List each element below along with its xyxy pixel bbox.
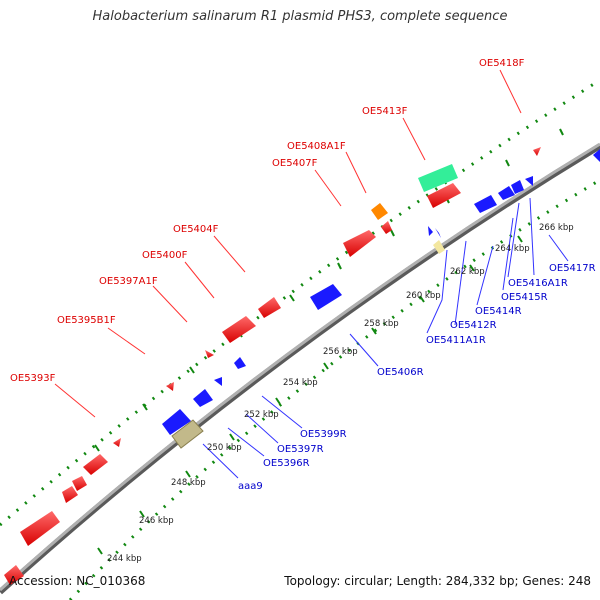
tick-label: 258 kbp <box>364 319 399 329</box>
feature-fwd[interactable] <box>166 382 174 391</box>
feature-rev[interactable] <box>511 180 524 194</box>
label-oe5416a1r[interactable]: OE5416A1R <box>508 278 568 289</box>
feature-fwd[interactable] <box>222 316 256 343</box>
map-title: Halobacterium salinarum R1 plasmid PHS3,… <box>92 9 508 24</box>
feature-rev-yellow[interactable] <box>433 240 445 254</box>
tick-label: 260 kbp <box>406 291 441 301</box>
feature-rev[interactable] <box>162 409 191 435</box>
label-oe5406r[interactable]: OE5406R <box>377 367 424 378</box>
label-oe5408a1f[interactable]: OE5408A1F <box>287 141 346 152</box>
label-oe5418f[interactable]: OE5418F <box>479 58 525 69</box>
tick-label: 256 kbp <box>323 347 358 357</box>
label-oe5396r[interactable]: OE5396R <box>263 458 310 469</box>
label-oe5393f[interactable]: OE5393F <box>10 373 56 384</box>
backbone <box>0 142 600 592</box>
accession-text: Accession: NC_010368 <box>9 574 146 588</box>
feature-fwd[interactable] <box>83 454 108 475</box>
label-oe5395b1f[interactable]: OE5395B1F <box>57 315 116 326</box>
feature-fwd-orange[interactable] <box>371 203 388 220</box>
feature-fwd[interactable] <box>113 438 121 447</box>
tick-label: 244 kbp <box>107 554 142 564</box>
label-oe5413f[interactable]: OE5413F <box>362 106 408 117</box>
feature-fwd[interactable] <box>427 183 461 208</box>
label-oe5397r[interactable]: OE5397R <box>277 444 324 455</box>
label-oe5407f[interactable]: OE5407F <box>272 158 318 169</box>
label-oe5400f[interactable]: OE5400F <box>142 250 188 261</box>
inner-grid-ticks <box>97 235 523 555</box>
feature-fwd[interactable] <box>533 147 541 156</box>
feature-rev[interactable] <box>310 284 342 310</box>
reverse-features <box>162 149 600 435</box>
tick-label: 252 kbp <box>244 410 279 420</box>
feature-rev[interactable] <box>234 357 246 369</box>
feature-fwd[interactable] <box>343 230 376 257</box>
tick-label: 262 kbp <box>450 267 485 277</box>
feature-fwd[interactable] <box>381 221 392 234</box>
feature-fwd[interactable] <box>20 511 60 546</box>
forward-features <box>4 147 541 585</box>
label-oe5411a1r[interactable]: OE5411A1R <box>426 335 486 346</box>
tick-label: 264 kbp <box>495 244 530 254</box>
label-aaa9[interactable]: aaa9 <box>238 481 263 492</box>
outer-grid-ring <box>0 78 600 527</box>
feature-fwd-teal[interactable] <box>418 164 458 192</box>
label-oe5414r[interactable]: OE5414R <box>475 306 522 317</box>
feature-fwd[interactable] <box>258 297 281 318</box>
forward-leaders <box>54 69 522 418</box>
tick-label: 246 kbp <box>139 516 174 526</box>
feature-rev[interactable] <box>435 228 441 238</box>
backbone-shadow <box>0 143 600 595</box>
label-oe5399r[interactable]: OE5399R <box>300 429 347 440</box>
tick-label: 248 kbp <box>171 478 206 488</box>
feature-rev[interactable] <box>193 389 213 407</box>
feature-fwd[interactable] <box>205 350 214 358</box>
summary-text: Topology: circular; Length: 284,332 bp; … <box>284 574 591 588</box>
label-oe5404f[interactable]: OE5404F <box>173 224 219 235</box>
feature-rev[interactable] <box>428 226 433 236</box>
feature-rev[interactable] <box>214 377 222 386</box>
feature-rev[interactable] <box>525 176 533 186</box>
tick-label: 266 kbp <box>539 223 574 233</box>
tick-label: 250 kbp <box>207 443 242 453</box>
label-oe5415r[interactable]: OE5415R <box>501 292 548 303</box>
tick-label: 254 kbp <box>283 378 318 388</box>
feature-rev[interactable] <box>593 149 600 162</box>
label-oe5412r[interactable]: OE5412R <box>450 320 497 331</box>
feature-fwd[interactable] <box>62 486 78 503</box>
feature-fwd[interactable] <box>72 476 87 491</box>
feature-rev-khaki[interactable] <box>171 419 204 449</box>
label-oe5417r[interactable]: OE5417R <box>549 263 596 274</box>
feature-rev[interactable] <box>474 195 497 213</box>
label-oe5397a1f[interactable]: OE5397A1F <box>99 276 158 287</box>
feature-fwd[interactable] <box>4 565 24 585</box>
reverse-leaders <box>202 197 569 479</box>
feature-rev[interactable] <box>498 186 515 200</box>
